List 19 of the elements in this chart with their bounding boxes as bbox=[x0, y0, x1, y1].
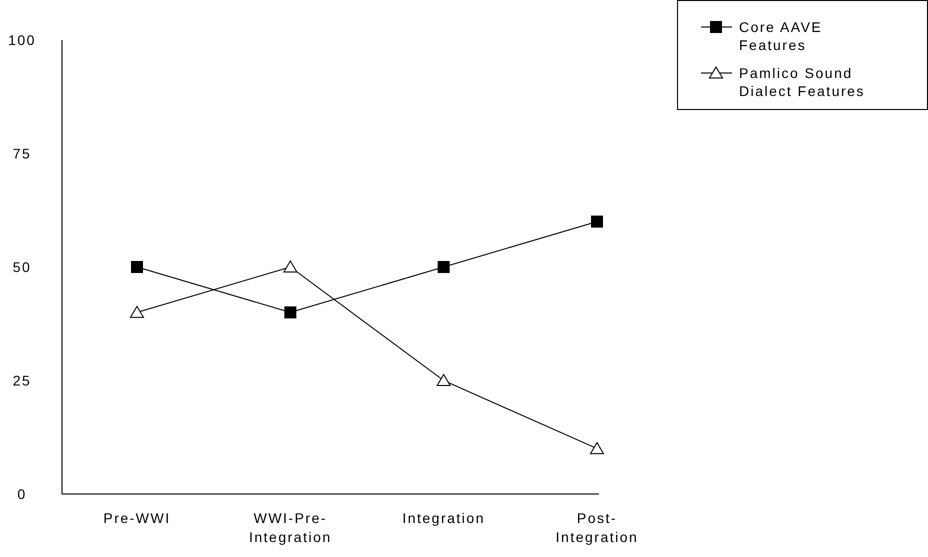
x-tick-label: Integration bbox=[402, 510, 486, 526]
x-tick-label: Pre-WWI bbox=[103, 510, 171, 526]
point bbox=[590, 442, 604, 454]
point bbox=[283, 260, 298, 272]
x-tick-label: WWI-Pre-Integration bbox=[248, 510, 332, 545]
y-tick-label: 25 bbox=[12, 372, 32, 388]
y-tick-label: 100 bbox=[8, 32, 36, 48]
point bbox=[130, 306, 144, 318]
point bbox=[438, 261, 450, 273]
y-tick-label: 75 bbox=[12, 146, 32, 162]
point bbox=[284, 306, 296, 318]
x-tick-label: Post-Integration bbox=[556, 510, 638, 545]
point bbox=[436, 374, 451, 386]
point bbox=[591, 216, 603, 228]
y-tick-label: 0 bbox=[17, 486, 27, 502]
y-tick-label: 50 bbox=[12, 259, 32, 275]
point bbox=[131, 261, 143, 273]
legend-label: Pamlico Sound Dialect Features bbox=[739, 65, 865, 99]
legend-label: Core AAVE Features bbox=[739, 19, 822, 53]
